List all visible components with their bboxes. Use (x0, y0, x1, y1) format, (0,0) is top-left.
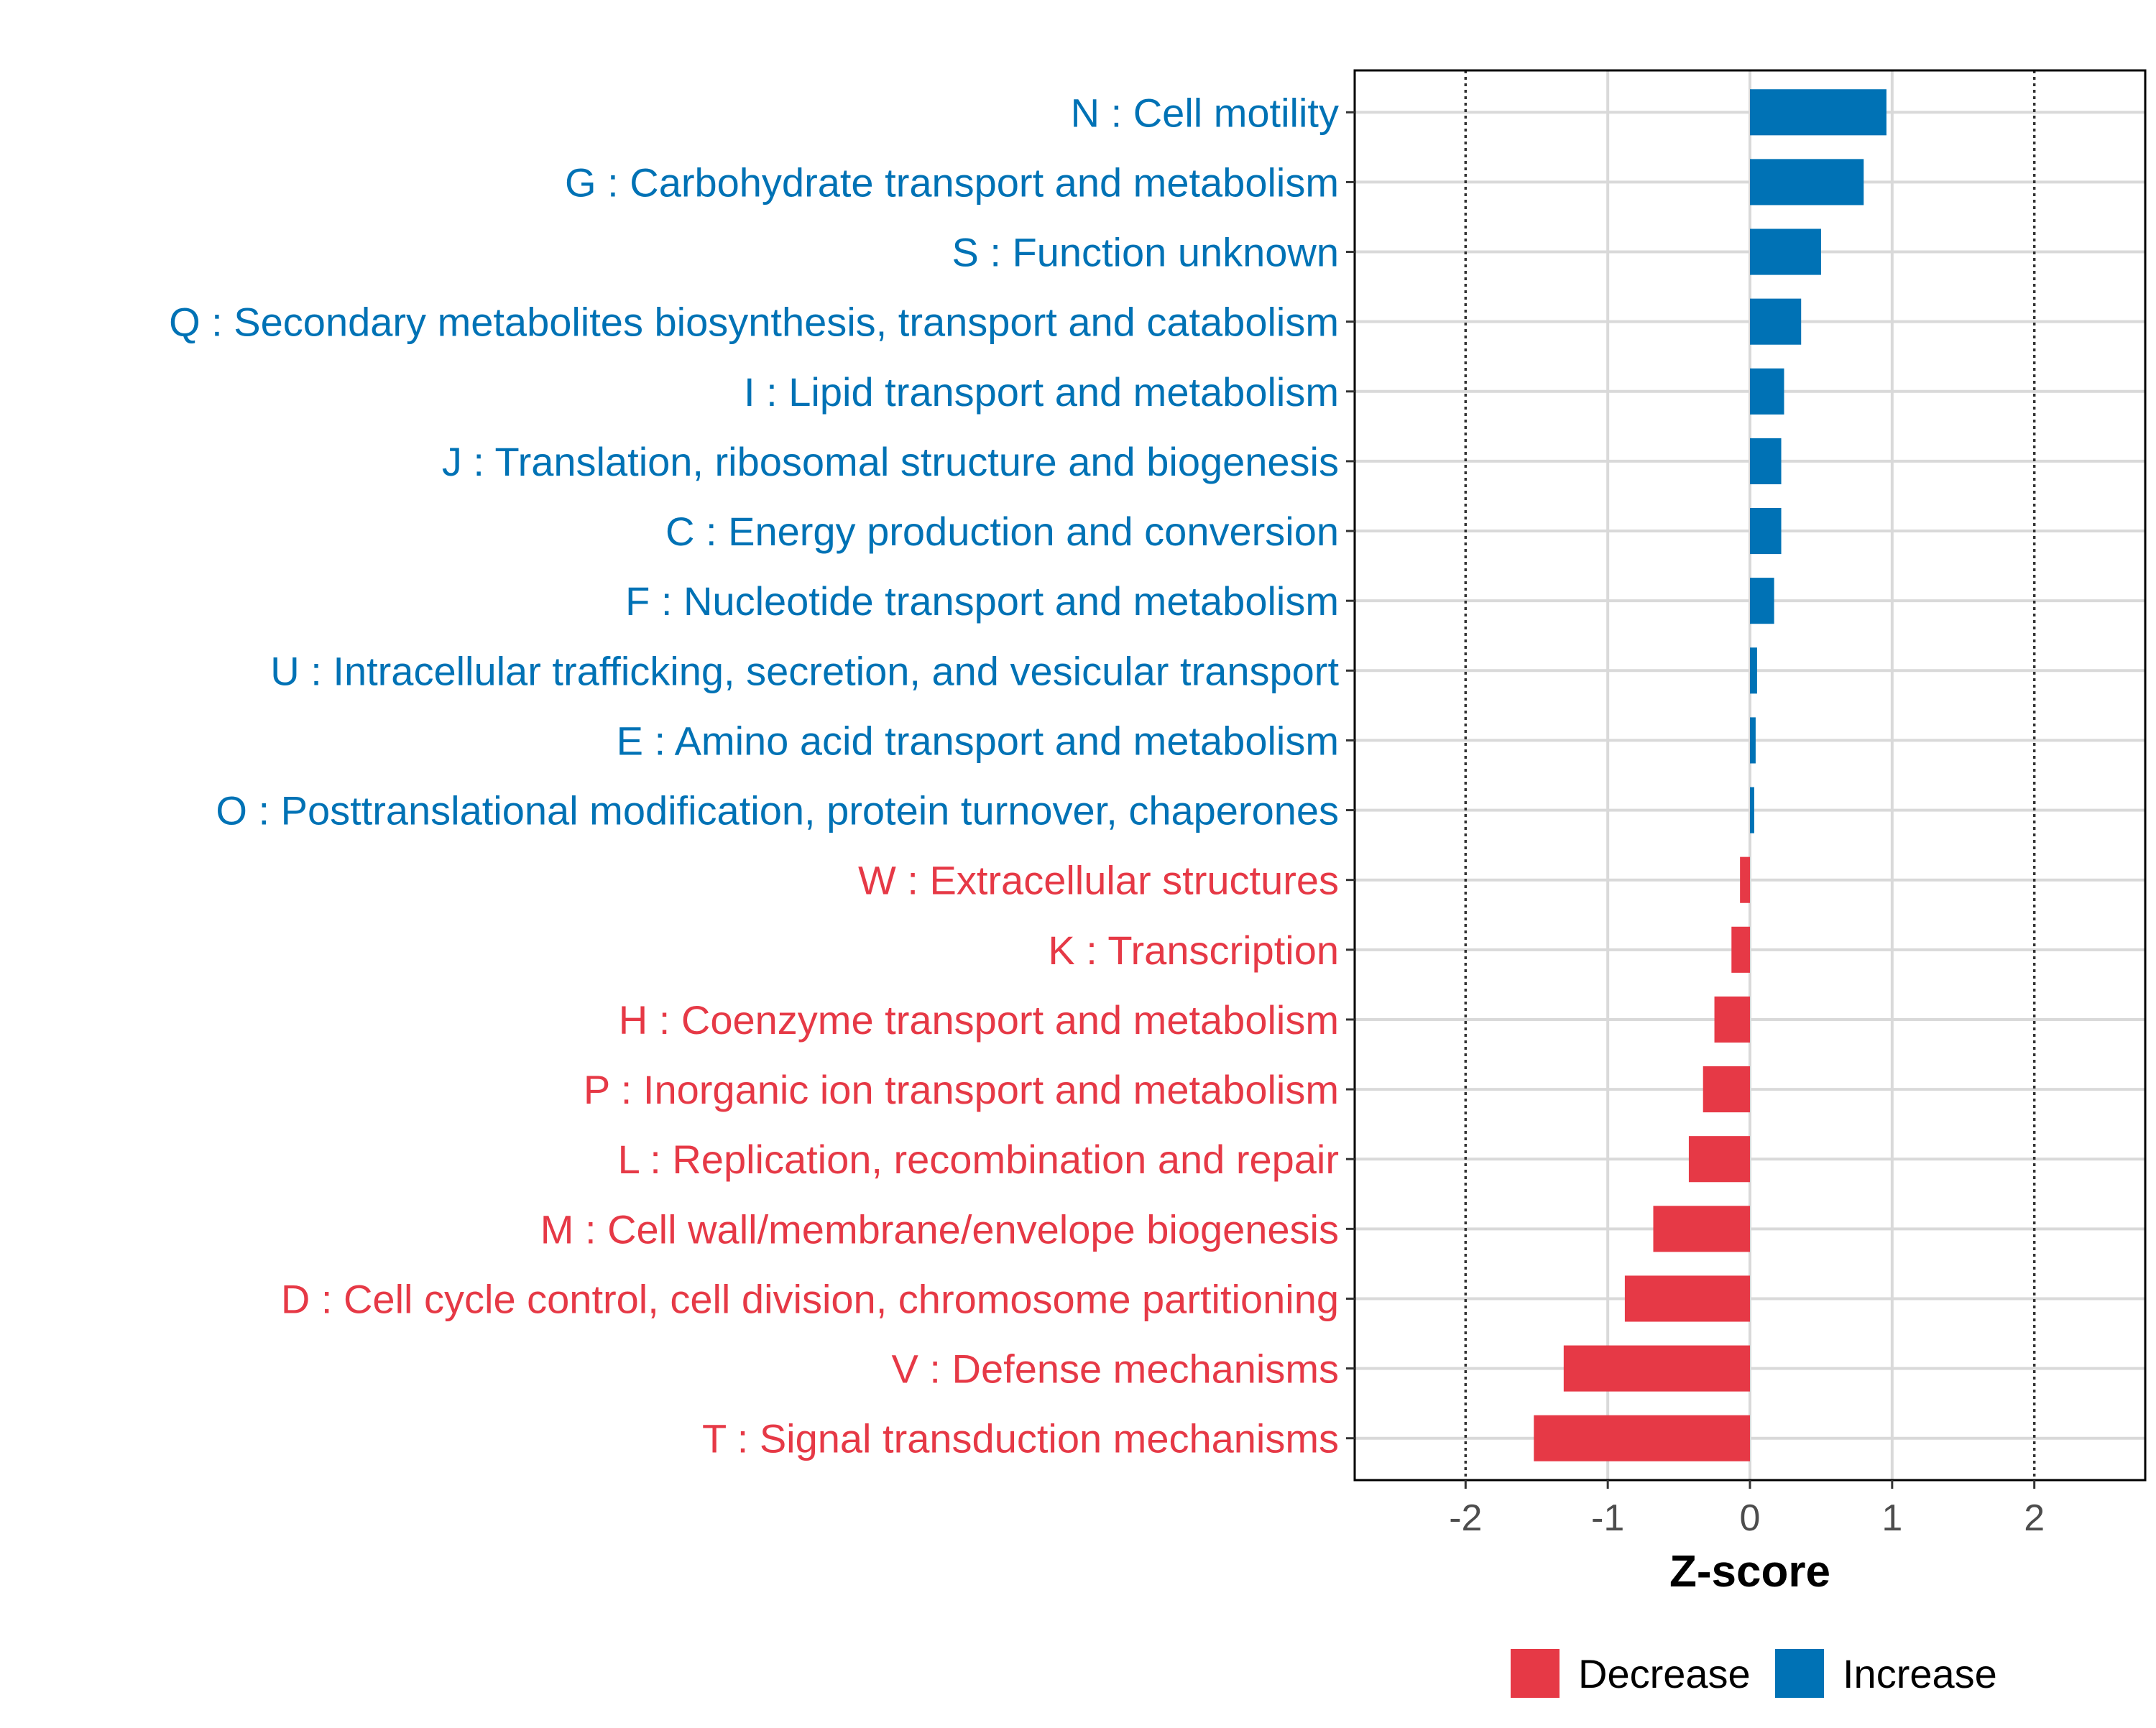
x-tick-label: -1 (1591, 1497, 1624, 1539)
bar (1750, 368, 1784, 415)
bar (1740, 856, 1750, 903)
bar (1750, 298, 1802, 345)
category-label: O : Posttranslational modification, prot… (216, 788, 1339, 833)
bar (1534, 1415, 1750, 1461)
category-label: D : Cell cycle control, cell division, c… (281, 1276, 1339, 1321)
legend-swatch (1775, 1649, 1824, 1698)
bar (1624, 1275, 1750, 1322)
category-label: N : Cell motility (1071, 90, 1339, 135)
category-label: I : Lipid transport and metabolism (744, 369, 1339, 415)
category-label: J : Translation, ribosomal structure and… (442, 439, 1339, 484)
category-labels: N : Cell motility G : Carbohydrate transp… (169, 90, 1355, 1461)
bar (1563, 1345, 1750, 1392)
bar (1688, 1136, 1750, 1183)
bar (1750, 717, 1756, 764)
category-label: M : Cell wall/membrane/envelope biogenes… (540, 1206, 1339, 1252)
category-label: F : Nucleotide transport and metabolism (625, 578, 1339, 624)
category-label: U : Intracellular trafficking, secretion… (270, 648, 1339, 693)
bar (1653, 1206, 1750, 1252)
bar (1714, 996, 1750, 1043)
bar (1750, 438, 1782, 484)
category-label: L : Replication, recombination and repai… (618, 1137, 1339, 1182)
legend-label: Increase (1843, 1651, 1997, 1696)
category-label: C : Energy production and conversion (665, 509, 1339, 554)
x-tick-label: 0 (1740, 1497, 1761, 1539)
category-label: T : Signal transduction mechanisms (702, 1416, 1339, 1461)
category-label: V : Defense mechanisms (892, 1346, 1339, 1392)
bar (1750, 578, 1774, 624)
bar (1750, 228, 1821, 275)
category-label: S : Function unknown (952, 230, 1339, 275)
bar-layer (1534, 89, 1886, 1461)
bar (1750, 787, 1754, 833)
category-label: G : Carbohydrate transport and metabolis… (565, 160, 1339, 205)
category-label: W : Extracellular structures (858, 858, 1339, 903)
bar (1750, 507, 1782, 555)
bar (1750, 89, 1886, 136)
bar (1703, 1066, 1750, 1113)
x-tick-label: 1 (1881, 1497, 1902, 1539)
category-label: E : Amino acid transport and metabolism (617, 718, 1339, 763)
category-label: H : Coenzyme transport and metabolism (619, 997, 1339, 1043)
category-label: Q : Secondary metabolites biosynthesis, … (169, 300, 1339, 345)
bar (1750, 647, 1757, 694)
bar (1731, 926, 1750, 973)
legend-swatch (1511, 1649, 1560, 1698)
x-axis-ticks: -2 -1 0 1 2 (1449, 1480, 2045, 1539)
x-tick-label: -2 (1449, 1497, 1482, 1539)
category-label: P : Inorganic ion transport and metaboli… (584, 1067, 1339, 1112)
category-label: K : Transcription (1048, 928, 1339, 973)
x-axis-title: Z-score (1669, 1547, 1830, 1597)
legend-label: Decrease (1578, 1651, 1751, 1696)
x-tick-label: 2 (2024, 1497, 2045, 1539)
legend: Decrease Increase (1511, 1649, 1997, 1698)
reference-lines (1464, 70, 2036, 1480)
bar (1750, 159, 1864, 205)
